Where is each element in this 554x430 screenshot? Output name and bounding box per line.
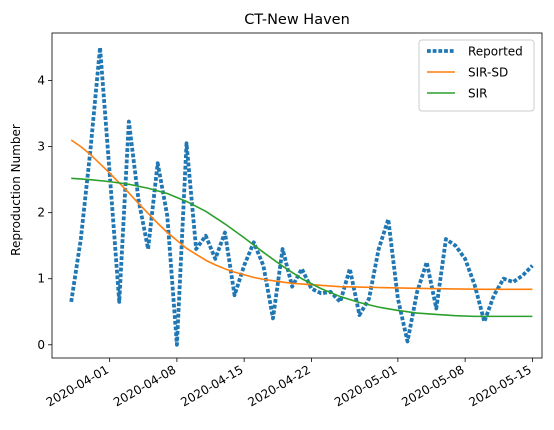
plot-frame xyxy=(51,32,543,359)
series-line-sir-sd xyxy=(70,139,533,291)
y-axis: 0 1 2 3 4 xyxy=(37,74,52,352)
y-tick-label: 2 xyxy=(37,206,45,220)
series-line-reported xyxy=(69,45,534,347)
x-tick-label: 2020-04-08 xyxy=(111,362,178,409)
x-tick-label: 2020-05-01 xyxy=(332,362,399,409)
chart-title: CT-New Haven xyxy=(244,12,350,28)
legend-label-reported: Reported xyxy=(468,45,523,59)
series-line-sir xyxy=(71,177,533,318)
x-tick-label: 2020-04-15 xyxy=(178,362,245,409)
x-tick-label: 2020-05-08 xyxy=(399,362,466,409)
y-axis-label: Reproduction Number xyxy=(9,124,23,256)
legend: Reported SIR-SD SIR xyxy=(418,39,535,112)
legend-label-sir: SIR xyxy=(468,87,488,101)
y-tick-label: 3 xyxy=(37,140,45,154)
x-tick-label: 2020-05-15 xyxy=(466,362,533,409)
plot-lines xyxy=(69,45,534,347)
legend-label-sir-sd: SIR-SD xyxy=(468,66,508,80)
y-tick-label: 1 xyxy=(37,272,45,286)
y-tick-label: 0 xyxy=(37,338,45,352)
x-tick-label: 2020-04-01 xyxy=(44,362,111,409)
y-tick-label: 4 xyxy=(37,74,45,88)
x-axis: 2020-04-01 2020-04-08 2020-04-15 2020-04-22… xyxy=(44,358,534,409)
x-tick-label: 2020-04-22 xyxy=(246,362,313,409)
